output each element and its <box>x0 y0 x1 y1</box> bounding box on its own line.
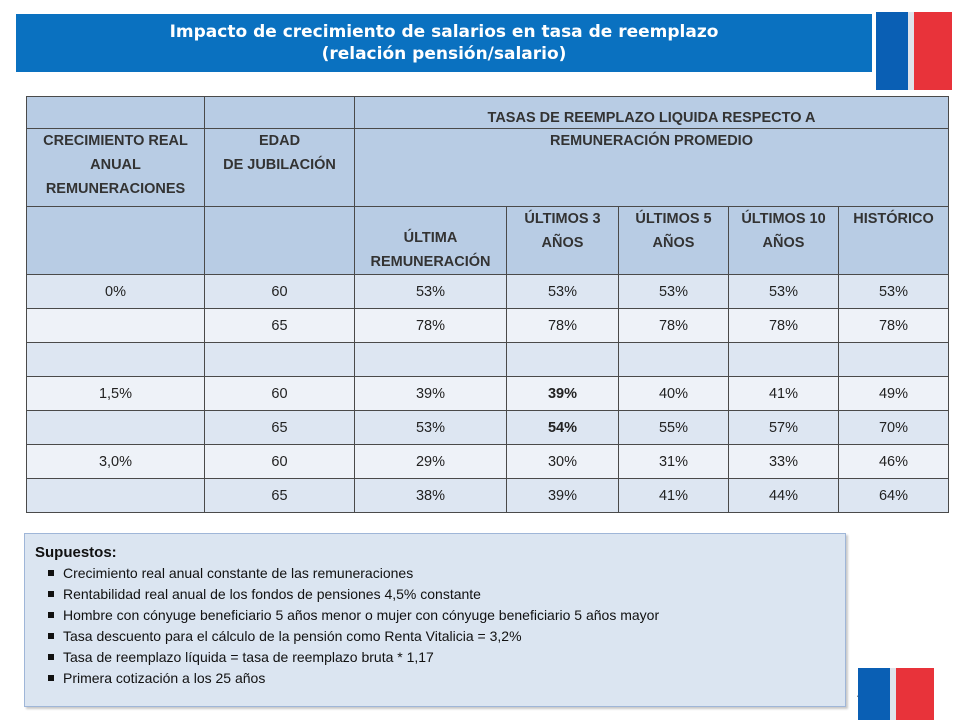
value-cell: 40% <box>618 376 729 411</box>
subheader-10-anos: ÚLTIMOS 10 AÑOS <box>728 206 839 275</box>
table-row <box>26 342 949 377</box>
square-bullet-icon <box>48 675 54 681</box>
value-cell: 78% <box>506 308 619 343</box>
table-row: 3,0% 60 29% 30% 31% 33% 46% <box>26 444 949 479</box>
list-item: Primera cotización a los 25 años <box>48 668 845 689</box>
header-age-line2: DE JUBILACIÓN <box>223 157 336 173</box>
value-cell: 78% <box>618 308 729 343</box>
table-row: 0% 60 53% 53% 53% 53% 53% <box>26 274 949 309</box>
table-row: 65 38% 39% 41% 44% 64% <box>26 478 949 513</box>
value-cell: 41% <box>728 376 839 411</box>
value-cell: 53% <box>728 274 839 309</box>
header-age: EDAD DE JUBILACIÓN <box>204 128 355 207</box>
value-cell: 29% <box>354 444 507 479</box>
value-cell: 78% <box>354 308 507 343</box>
header-row-2: CRECIMIENTO REAL ANUAL REMUNERACIONES ED… <box>26 128 949 207</box>
value-cell: 39% <box>506 376 619 411</box>
header-row-1: TASAS DE REEMPLAZO LIQUIDA RESPECTO A <box>26 96 949 129</box>
list-item: Crecimiento real anual constante de las … <box>48 563 845 584</box>
replacement-rate-table: TASAS DE REEMPLAZO LIQUIDA RESPECTO A CR… <box>26 96 949 513</box>
growth-cell <box>26 410 205 445</box>
value-cell: 41% <box>618 478 729 513</box>
value-cell: 39% <box>354 376 507 411</box>
value-cell: 30% <box>506 444 619 479</box>
assumptions-heading: Supuestos: <box>35 544 117 561</box>
header-age-line1: EDAD <box>258 133 301 149</box>
value-cell: 53% <box>354 274 507 309</box>
value-cell: 44% <box>728 478 839 513</box>
growth-cell <box>26 342 205 377</box>
value-cell: 53% <box>506 274 619 309</box>
value-cell: 53% <box>354 410 507 445</box>
value-cell: 31% <box>618 444 729 479</box>
value-cell: 54% <box>506 410 619 445</box>
growth-cell: 3,0% <box>26 444 205 479</box>
value-cell <box>728 342 839 377</box>
square-bullet-icon <box>48 570 54 576</box>
value-cell: 55% <box>618 410 729 445</box>
value-cell: 57% <box>728 410 839 445</box>
header-growth: CRECIMIENTO REAL ANUAL REMUNERACIONES <box>26 128 205 207</box>
header-remuneracion: REMUNERACIÓN PROMEDIO <box>354 128 949 207</box>
title-line-2: (relación pensión/salario) <box>321 44 567 64</box>
value-cell: 46% <box>838 444 949 479</box>
value-cell: 53% <box>618 274 729 309</box>
value-cell <box>618 342 729 377</box>
square-bullet-icon <box>48 654 54 660</box>
list-item: Tasa de reemplazo líquida = tasa de reem… <box>48 647 845 668</box>
age-cell: 60 <box>204 444 355 479</box>
value-cell <box>354 342 507 377</box>
list-item: Hombre con cónyuge beneficiario 5 años m… <box>48 605 845 626</box>
table-row: 65 78% 78% 78% 78% 78% <box>26 308 949 343</box>
table-row: 1,5% 60 39% 39% 40% 41% 49% <box>26 376 949 411</box>
value-cell: 33% <box>728 444 839 479</box>
subheader-5-anos: ÚLTIMOS 5 AÑOS <box>618 206 729 275</box>
age-cell: 60 <box>204 376 355 411</box>
growth-cell: 0% <box>26 274 205 309</box>
value-cell: 70% <box>838 410 949 445</box>
square-bullet-icon <box>48 633 54 639</box>
assumptions-box: Supuestos: Crecimiento real anual consta… <box>24 533 846 707</box>
square-bullet-icon <box>48 612 54 618</box>
growth-cell <box>26 478 205 513</box>
table-row: 65 53% 54% 55% 57% 70% <box>26 410 949 445</box>
age-cell: 65 <box>204 410 355 445</box>
flag-logo-icon <box>876 12 952 90</box>
value-cell <box>506 342 619 377</box>
age-cell <box>204 342 355 377</box>
value-cell: 53% <box>838 274 949 309</box>
subheader-3-anos: ÚLTIMOS 3 AÑOS <box>506 206 619 275</box>
value-cell: 49% <box>838 376 949 411</box>
subheader-ultima: ÚLTIMA REMUNERACIÓN <box>354 206 507 275</box>
value-cell: 39% <box>506 478 619 513</box>
header-tasas: TASAS DE REEMPLAZO LIQUIDA RESPECTO A <box>354 96 949 129</box>
value-cell: 78% <box>728 308 839 343</box>
age-cell: 60 <box>204 274 355 309</box>
list-item: Tasa descuento para el cálculo de la pen… <box>48 626 845 647</box>
age-cell: 65 <box>204 478 355 513</box>
value-cell: 38% <box>354 478 507 513</box>
title-line-1: Impacto de crecimiento de salarios en ta… <box>169 22 719 42</box>
age-cell: 65 <box>204 308 355 343</box>
flag-logo-icon <box>858 668 934 720</box>
value-cell: 78% <box>838 308 949 343</box>
growth-cell: 1,5% <box>26 376 205 411</box>
value-cell <box>838 342 949 377</box>
growth-cell <box>26 308 205 343</box>
assumptions-list: Crecimiento real anual constante de las … <box>25 563 845 689</box>
square-bullet-icon <box>48 591 54 597</box>
header-row-3: ÚLTIMA REMUNERACIÓN ÚLTIMOS 3 AÑOS ÚLTIM… <box>26 206 949 275</box>
list-item: Rentabilidad real anual de los fondos de… <box>48 584 845 605</box>
subheader-historico: HISTÓRICO <box>838 206 949 275</box>
value-cell: 64% <box>838 478 949 513</box>
slide-title: Impacto de crecimiento de salarios en ta… <box>16 14 872 72</box>
